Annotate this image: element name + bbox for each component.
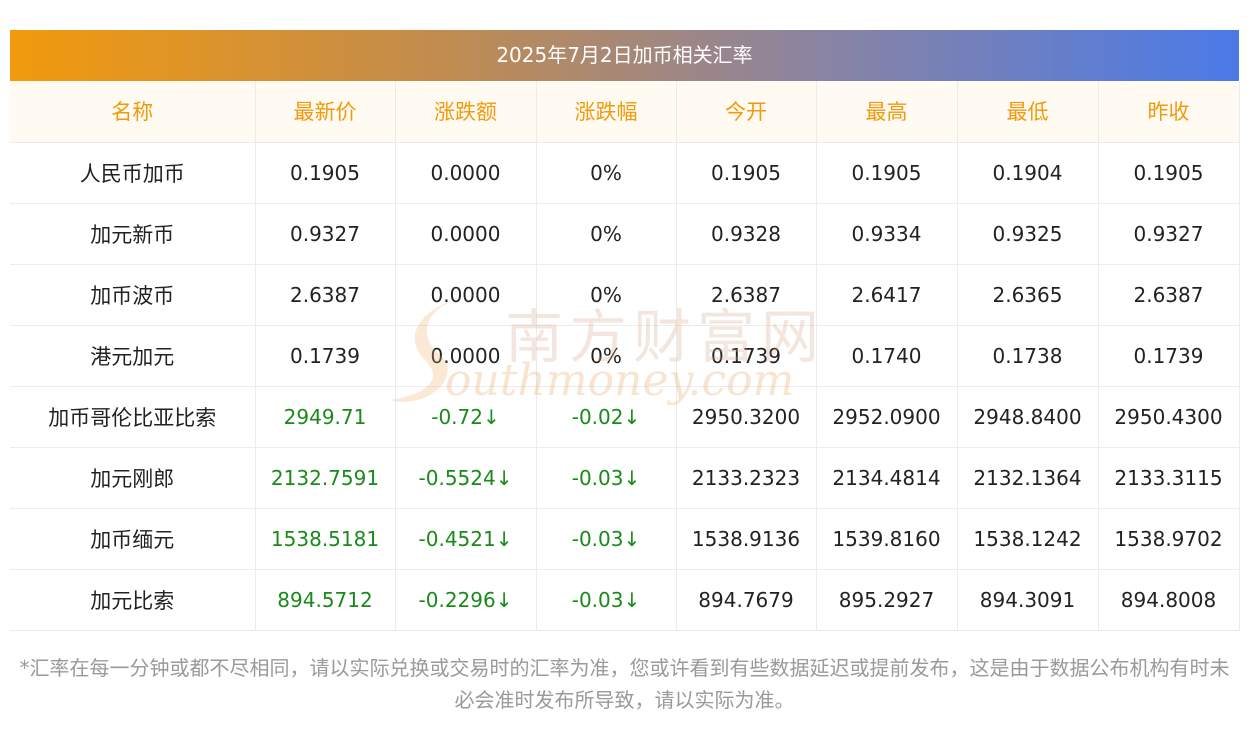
header-row: 名称 最新价 涨跌额 涨跌幅 今开 最高 最低 昨收 — [10, 81, 1240, 143]
table-row: 加元比索 894.5712 -0.2296↓ -0.03↓ 894.7679 895.29… — [10, 569, 1240, 631]
cell-latest: 2949.71 — [255, 386, 396, 448]
table-row: 加币缅元 1538.5181 -0.4521↓ -0.03↓ 1538.9136 1539… — [10, 508, 1240, 570]
cell-change: -0.5524↓ — [395, 447, 537, 509]
cell-change: 0.0000 — [395, 264, 537, 326]
cell-change-pct: 0% — [536, 203, 677, 265]
cell-name: 加元刚郎 — [10, 447, 256, 509]
cell-prev-close: 0.9327 — [1098, 203, 1240, 265]
cell-name: 人民币加币 — [10, 142, 256, 204]
col-header-high: 最高 — [816, 81, 958, 143]
cell-prev-close: 0.1905 — [1098, 142, 1240, 204]
cell-high: 0.1740 — [816, 325, 958, 387]
cell-low: 2132.1364 — [957, 447, 1099, 509]
cell-change-pct: 0% — [536, 264, 677, 326]
cell-name: 加币波币 — [10, 264, 256, 326]
col-header-prev-close: 昨收 — [1098, 81, 1240, 143]
cell-open: 1538.9136 — [676, 508, 817, 570]
table-row: 加元新币 0.9327 0.0000 0% 0.9328 0.9334 0.9325 0.93… — [10, 203, 1240, 265]
cell-open: 2.6387 — [676, 264, 817, 326]
cell-change: 0.0000 — [395, 142, 537, 204]
col-header-change: 涨跌额 — [395, 81, 537, 143]
cell-low: 0.1738 — [957, 325, 1099, 387]
cell-latest: 0.1739 — [255, 325, 396, 387]
cell-change: 0.0000 — [395, 325, 537, 387]
cell-prev-close: 894.8008 — [1098, 569, 1240, 631]
cell-high: 895.2927 — [816, 569, 958, 631]
cell-high: 0.9334 — [816, 203, 958, 265]
cell-open: 0.1905 — [676, 142, 817, 204]
cell-change-pct: 0% — [536, 142, 677, 204]
cell-latest: 894.5712 — [255, 569, 396, 631]
cell-low: 894.3091 — [957, 569, 1099, 631]
cell-open: 894.7679 — [676, 569, 817, 631]
table-row: 加币波币 2.6387 0.0000 0% 2.6387 2.6417 2.6365 2.63… — [10, 264, 1240, 326]
cell-change-pct: -0.03↓ — [536, 447, 677, 509]
cell-high: 0.1905 — [816, 142, 958, 204]
cell-name: 加元新币 — [10, 203, 256, 265]
cell-name: 加币哥伦比亚比索 — [10, 386, 256, 448]
cell-change: -0.72↓ — [395, 386, 537, 448]
cell-low: 0.9325 — [957, 203, 1099, 265]
cell-latest: 2.6387 — [255, 264, 396, 326]
cell-name: 加元比索 — [10, 569, 256, 631]
cell-prev-close: 0.1739 — [1098, 325, 1240, 387]
cell-prev-close: 1538.9702 — [1098, 508, 1240, 570]
table-title: 2025年7月2日加币相关汇率 — [10, 30, 1239, 81]
col-header-latest: 最新价 — [255, 81, 396, 143]
cell-latest: 0.1905 — [255, 142, 396, 204]
cell-low: 2948.8400 — [957, 386, 1099, 448]
col-header-open: 今开 — [676, 81, 817, 143]
cell-change-pct: -0.02↓ — [536, 386, 677, 448]
cell-high: 2.6417 — [816, 264, 958, 326]
rate-table-container: 2025年7月2日加币相关汇率 名称 最新价 涨跌额 涨跌幅 今开 最高 最低 … — [10, 30, 1240, 631]
cell-prev-close: 2950.4300 — [1098, 386, 1240, 448]
cell-name: 加币缅元 — [10, 508, 256, 570]
cell-low: 0.1904 — [957, 142, 1099, 204]
table-row: 人民币加币 0.1905 0.0000 0% 0.1905 0.1905 0.1904 0.1… — [10, 142, 1240, 204]
disclaimer-note: *汇率在每一分钟或都不尽相同，请以实际兑换或交易时的汇率为准，您或许看到有些数据… — [19, 656, 1230, 712]
table-row: 港元加元 0.1739 0.0000 0% 0.1739 0.1740 0.1738 0.17… — [10, 325, 1240, 387]
rate-table: 名称 最新价 涨跌额 涨跌幅 今开 最高 最低 昨收 人民币加币 0.1905 0.… — [10, 81, 1240, 631]
cell-low: 1538.1242 — [957, 508, 1099, 570]
table-row: 加元刚郎 2132.7591 -0.5524↓ -0.03↓ 2133.2323 2134… — [10, 447, 1240, 509]
cell-high: 2134.4814 — [816, 447, 958, 509]
cell-open: 2133.2323 — [676, 447, 817, 509]
cell-name: 港元加元 — [10, 325, 256, 387]
col-header-low: 最低 — [957, 81, 1099, 143]
table-row: 加币哥伦比亚比索 2949.71 -0.72↓ -0.02↓ 2950.3200 2952… — [10, 386, 1240, 448]
cell-prev-close: 2133.3115 — [1098, 447, 1240, 509]
cell-prev-close: 2.6387 — [1098, 264, 1240, 326]
cell-high: 2952.0900 — [816, 386, 958, 448]
col-header-name: 名称 — [10, 81, 256, 143]
cell-latest: 1538.5181 — [255, 508, 396, 570]
cell-change: -0.2296↓ — [395, 569, 537, 631]
cell-open: 0.9328 — [676, 203, 817, 265]
cell-latest: 2132.7591 — [255, 447, 396, 509]
cell-low: 2.6365 — [957, 264, 1099, 326]
col-header-change-pct: 涨跌幅 — [536, 81, 677, 143]
cell-high: 1539.8160 — [816, 508, 958, 570]
cell-open: 2950.3200 — [676, 386, 817, 448]
cell-change-pct: -0.03↓ — [536, 508, 677, 570]
cell-change-pct: 0% — [536, 325, 677, 387]
cell-change-pct: -0.03↓ — [536, 569, 677, 631]
cell-change: -0.4521↓ — [395, 508, 537, 570]
cell-change: 0.0000 — [395, 203, 537, 265]
cell-latest: 0.9327 — [255, 203, 396, 265]
cell-open: 0.1739 — [676, 325, 817, 387]
